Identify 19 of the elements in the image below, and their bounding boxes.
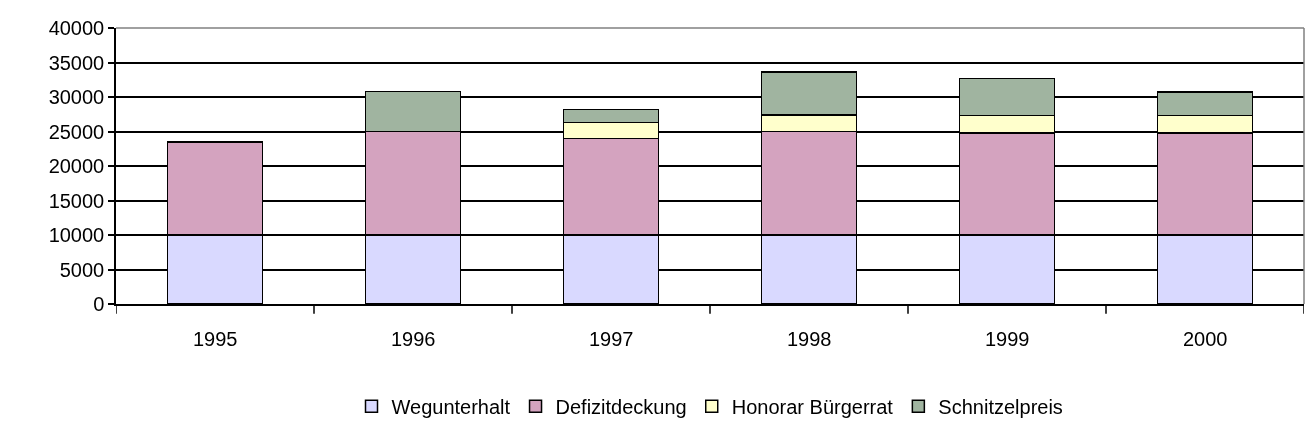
legend-label: Defizitdeckung bbox=[555, 396, 687, 419]
x-tick-label: 1998 bbox=[787, 328, 832, 350]
y-tick-label: 30000 bbox=[48, 86, 105, 108]
y-tick-label: 25000 bbox=[48, 120, 105, 143]
legend-label: Wegunterhalt bbox=[391, 396, 511, 419]
legend-label: Honorar Bürgerrat bbox=[731, 396, 894, 419]
x-tick-label: 2000 bbox=[1183, 328, 1228, 350]
y-tick-label: 35000 bbox=[48, 51, 105, 74]
legend-label: Schnitzelpreis bbox=[938, 396, 1063, 419]
y-tick-label: 15000 bbox=[48, 189, 105, 212]
x-tick-label: 1996 bbox=[391, 328, 436, 350]
y-tick-label: 5000 bbox=[59, 258, 105, 281]
x-tick-label: 1997 bbox=[589, 328, 634, 350]
x-tick-label: 1999 bbox=[985, 328, 1030, 350]
y-tick-label: 10000 bbox=[48, 224, 105, 246]
y-tick-label: 20000 bbox=[48, 155, 105, 177]
x-tick-label: 1995 bbox=[193, 328, 238, 350]
y-tick-label: 0 bbox=[93, 293, 105, 315]
y-tick-label: 40000 bbox=[48, 17, 105, 39]
